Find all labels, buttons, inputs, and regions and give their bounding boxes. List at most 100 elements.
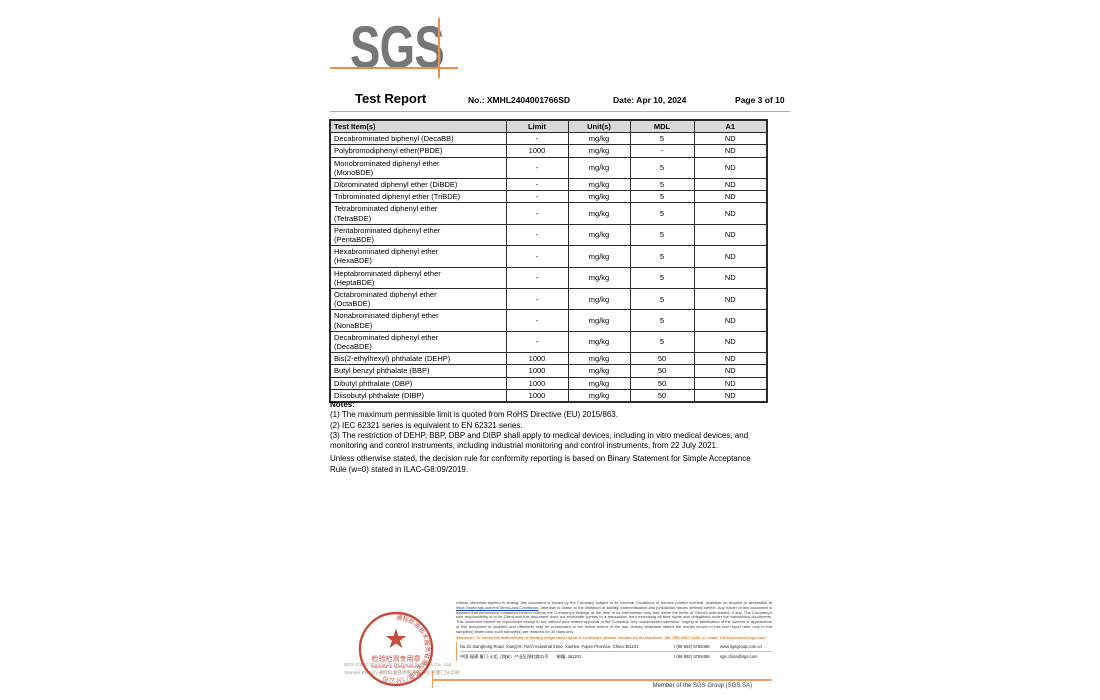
cell-limit: 1000 — [505, 352, 569, 366]
test-results-body: Decabrominated biphenyl (DecaBB) - mg/kg 5 N… — [329, 132, 768, 403]
cell-limit: - — [505, 132, 569, 146]
cell-mdl: 50 — [629, 352, 695, 366]
cell-item: Monobrominated diphenyl ether (MonoBDE) — [329, 156, 507, 180]
cell-mdl: 5 — [629, 178, 695, 192]
cell-mdl: 5 — [629, 245, 695, 268]
footer-right-block: Unless otherwise agreed in writing, this… — [456, 600, 772, 662]
cell-a1: ND — [693, 178, 768, 192]
table-row: Dibutyl phthalate (DBP) 1000 mg/kg 50 ND — [329, 376, 768, 390]
cell-limit: 1000 — [505, 364, 569, 378]
cell-unit: mg/kg — [567, 352, 631, 366]
sgs-membership-note: Member of the SGS Group (SGS SA) — [652, 683, 752, 689]
cell-unit: mg/kg — [567, 330, 631, 354]
cell-mdl: 5 — [629, 202, 695, 225]
cell-mdl: 5 — [629, 309, 695, 332]
note-item-3: (3) The restriction of DEHP, BBP, DBP an… — [330, 430, 749, 451]
address-chinese: 中国·福建·厦门·火炬（翔安）产业区翔虹路31号 邮编: 361101 — [460, 654, 582, 660]
cell-item: Dibutyl phthalate (DBP) — [329, 376, 507, 390]
footer-crosshair-tick — [432, 671, 433, 688]
test-results-table: Test Item(s) Limit Unit(s) MDL A1 Decabr… — [329, 119, 768, 404]
cell-limit: - — [505, 178, 569, 192]
cell-mdl: 5 — [629, 288, 695, 311]
logo-crosshair-horizontal-line — [330, 67, 458, 69]
logo-crosshair-vertical-line — [438, 18, 440, 78]
table-row: Decabrominated biphenyl (DecaBB) - mg/kg 5 N… — [329, 132, 768, 146]
cell-item: Diisobutyl phthalate (DIBP) — [329, 388, 507, 403]
cell-item: Heptabrominated diphenyl ether (HeptaBDE… — [329, 266, 507, 290]
cell-limit: - — [505, 156, 569, 180]
cell-a1: ND — [693, 288, 768, 311]
website-url[interactable]: www.sgsgroup.com.cn — [720, 644, 762, 650]
cell-item: Bis(2-ethylhexyl) phthalate (DEHP) — [329, 352, 507, 366]
col-header-limit: Limit — [505, 119, 569, 134]
cell-item: Octabrominated diphenyl ether (OctaBDE) — [329, 288, 507, 311]
table-row: Dibrominated diphenyl ether (DiBDE) - mg/k… — [329, 178, 768, 192]
table-row: Polybromodiphenyl ether(PBDE) 1000 mg/kg - N… — [329, 144, 768, 158]
stamp-circle — [358, 611, 434, 687]
cell-a1: ND — [693, 266, 768, 290]
inspection-stamp: 通标标准技术服务有限公司厦门分公司 ★ 检验检测专用章 Inspection &… — [358, 611, 434, 687]
cell-unit: mg/kg — [567, 245, 631, 268]
col-header-units: Unit(s) — [567, 119, 631, 134]
table-row: Bis(2-ethylhexyl) phthalate (DEHP) 1000 mg… — [329, 352, 768, 366]
cell-unit: mg/kg — [567, 223, 631, 247]
table-row: Monobrominated diphenyl ether (MonoBDE) -… — [329, 156, 768, 180]
results-table-container: Test Item(s) Limit Unit(s) MDL A1 Decabr… — [329, 119, 768, 404]
disclaimer-text: Unless otherwise agreed in writing, this… — [456, 600, 772, 635]
cell-item: Polybromodiphenyl ether(PBDE) — [329, 144, 507, 158]
cell-mdl: 5 — [629, 132, 695, 146]
table-header-row: Test Item(s) Limit Unit(s) MDL A1 — [329, 119, 768, 134]
issuing-company-block: SGS-CSTC Standards Technical Services Co… — [344, 662, 462, 677]
address-english: No.31 Xianghong Road, Xiang'An Torch Ind… — [460, 644, 639, 650]
cell-a1: ND — [693, 352, 768, 366]
table-row: Heptabrominated diphenyl ether (HeptaBDE… — [329, 266, 768, 290]
table-row: Pentabrominated diphenyl ether (PentaBDE… — [329, 223, 768, 247]
table-row: Tetrabrominated diphenyl ether (TetraBDE… — [329, 202, 768, 225]
cell-a1: ND — [693, 144, 768, 158]
address-row-en: No.31 Xianghong Road, Xiang'An Torch Ind… — [460, 642, 772, 653]
col-header-mdl: MDL — [629, 119, 695, 134]
cell-limit: - — [505, 330, 569, 354]
cell-mdl: 5 — [629, 330, 695, 354]
table-row: Octabrominated diphenyl ether (OctaBDE) -… — [329, 288, 768, 311]
note-item-2: (2) IEC 62321 series is equivalent to EN… — [330, 420, 523, 430]
cell-limit: - — [505, 266, 569, 290]
cell-a1: ND — [693, 309, 768, 332]
authenticity-attention-text: Attention: To check the authenticity of … — [456, 634, 766, 640]
cell-unit: mg/kg — [567, 178, 631, 192]
report-number: No.: XMHL2404001766SD — [468, 95, 571, 105]
cell-item: Decabrominated diphenyl ether (DecaBDE) — [329, 330, 507, 354]
cell-mdl: 5 — [629, 223, 695, 247]
page-indicator: Page 3 of 10 — [735, 95, 785, 105]
cell-item: Butyl benzyl phthalate (BBP) — [329, 364, 507, 378]
cell-unit: mg/kg — [567, 132, 631, 146]
cell-limit: - — [505, 223, 569, 247]
email-address[interactable]: sgs.china@sgs.com — [720, 654, 758, 660]
cell-limit: 1000 — [505, 376, 569, 390]
star-icon: ★ — [384, 624, 408, 654]
cell-a1: ND — [693, 190, 768, 204]
cell-mdl: 5 — [629, 156, 695, 180]
cell-unit: mg/kg — [567, 309, 631, 332]
cell-mdl: 50 — [629, 364, 695, 378]
cell-a1: ND — [693, 202, 768, 225]
address-block: No.31 Xianghong Road, Xiang'An Torch Ind… — [456, 642, 772, 662]
cell-a1: ND — [693, 132, 768, 146]
cell-unit: mg/kg — [567, 388, 631, 403]
col-header-a1: A1 — [693, 119, 768, 134]
page-title: Test Report — [355, 91, 427, 106]
table-row: Nonabrominated diphenyl ether (NonaBDE) -… — [329, 309, 768, 332]
table-row: Hexabrominated diphenyl ether (HexaBDE) -… — [329, 245, 768, 268]
cell-mdl: 50 — [629, 376, 695, 390]
cell-limit: - — [505, 309, 569, 332]
terms-link[interactable]: https://www.sgs.com/en/Terms-and-Conditi… — [456, 604, 539, 610]
company-name-line2: Xiamen Branch 通标标准技术服务有限公司厦门分公司 — [344, 670, 460, 676]
notes-heading: Notes: — [330, 400, 355, 409]
table-row: Tribrominated diphenyl ether (TriBDE) - mg… — [329, 190, 768, 204]
cell-a1: ND — [693, 364, 768, 378]
cell-a1: ND — [693, 376, 768, 390]
cell-mdl: 5 — [629, 266, 695, 290]
decision-rule-note: Unless otherwise stated, the decision ru… — [330, 454, 751, 474]
cell-limit: 1000 — [505, 144, 569, 158]
